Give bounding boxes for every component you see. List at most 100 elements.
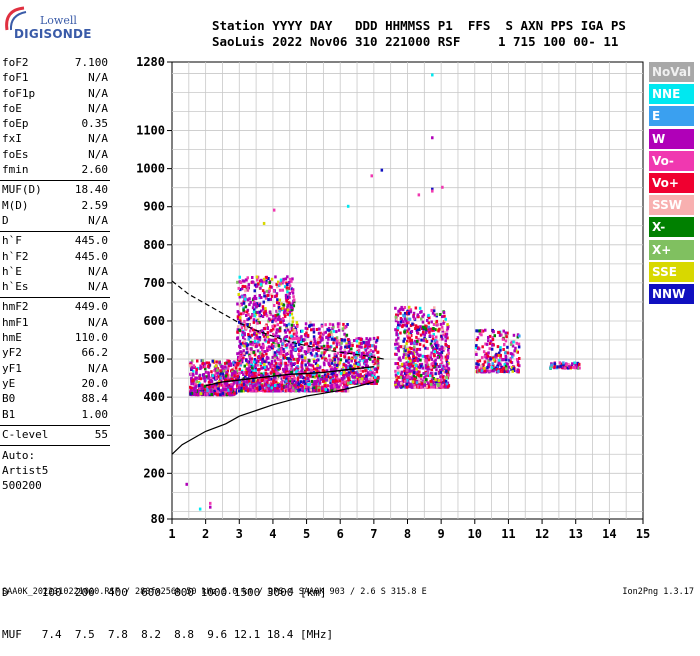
y-tick-label: 200 bbox=[143, 466, 165, 480]
echo-point bbox=[303, 356, 307, 360]
echo-point bbox=[438, 365, 441, 368]
echo-point bbox=[230, 373, 234, 377]
echo-point bbox=[289, 387, 292, 390]
echo-point bbox=[570, 364, 574, 367]
echo-point bbox=[225, 371, 228, 375]
echo-point bbox=[488, 347, 491, 351]
echo-point bbox=[242, 351, 246, 355]
echo-point bbox=[256, 378, 260, 382]
echo-point bbox=[328, 331, 331, 335]
echo-point bbox=[409, 310, 413, 314]
echo-point bbox=[504, 364, 508, 368]
echo-point bbox=[443, 319, 447, 323]
echo-point bbox=[207, 364, 210, 368]
echo-point bbox=[398, 345, 401, 349]
echo-point bbox=[236, 328, 240, 332]
echo-point bbox=[258, 381, 261, 385]
echo-point bbox=[436, 323, 439, 327]
echo-point bbox=[300, 365, 303, 369]
echo-point bbox=[318, 340, 322, 344]
echo-point bbox=[287, 388, 290, 392]
echo-point bbox=[247, 333, 250, 336]
echo-point bbox=[360, 341, 364, 345]
echo-point bbox=[216, 368, 219, 372]
echo-point bbox=[338, 379, 341, 383]
echo-point bbox=[269, 293, 273, 297]
echo-point bbox=[236, 317, 240, 321]
x-tick-label: 15 bbox=[636, 527, 650, 541]
echo-point bbox=[274, 338, 278, 341]
echo-point bbox=[336, 322, 340, 326]
echo-point bbox=[273, 389, 277, 393]
echo-point bbox=[502, 366, 506, 370]
echo-point bbox=[488, 365, 492, 369]
x-tick-label: 14 bbox=[602, 527, 616, 541]
echo-point bbox=[292, 304, 296, 308]
echo-point bbox=[443, 347, 446, 350]
echo-point bbox=[279, 362, 283, 366]
param-row-b0: B0 88.4 bbox=[0, 392, 112, 407]
echo-point bbox=[430, 371, 433, 375]
echo-point bbox=[314, 382, 317, 386]
echo-point bbox=[409, 383, 412, 387]
echo-point bbox=[331, 375, 335, 379]
echo-point bbox=[418, 366, 422, 370]
echo-point bbox=[262, 344, 265, 348]
echo-point bbox=[325, 375, 328, 379]
echo-point bbox=[262, 300, 265, 304]
echo-point bbox=[503, 343, 506, 347]
echo-point bbox=[395, 331, 398, 335]
echo-point bbox=[273, 359, 277, 363]
echo-point bbox=[402, 353, 406, 357]
echo-point bbox=[578, 366, 581, 370]
echo-point bbox=[376, 366, 380, 370]
echo-point bbox=[441, 375, 445, 379]
echo-point bbox=[354, 359, 357, 363]
echo-point bbox=[276, 317, 280, 321]
echo-point bbox=[213, 376, 216, 380]
echo-point bbox=[256, 318, 260, 322]
echo-point bbox=[356, 370, 359, 374]
echo-point bbox=[290, 370, 293, 374]
isolated-echo-point bbox=[198, 507, 202, 511]
echo-point bbox=[414, 356, 418, 360]
echo-point bbox=[349, 381, 353, 385]
echo-point bbox=[257, 371, 261, 375]
echo-point bbox=[254, 361, 258, 364]
echo-point bbox=[506, 362, 509, 366]
echo-point bbox=[428, 334, 432, 338]
echo-point bbox=[280, 389, 283, 393]
echo-point bbox=[276, 309, 280, 313]
echo-point bbox=[258, 378, 262, 382]
echo-point bbox=[294, 333, 298, 337]
echo-point bbox=[362, 351, 365, 355]
echo-point bbox=[203, 384, 207, 388]
echo-point bbox=[236, 330, 239, 334]
echo-point bbox=[293, 362, 296, 366]
echo-point bbox=[273, 353, 276, 357]
echo-point bbox=[518, 334, 521, 338]
echo-point bbox=[362, 377, 366, 380]
echo-point bbox=[279, 384, 282, 388]
echo-point bbox=[439, 313, 442, 316]
echo-point bbox=[371, 381, 374, 385]
echo-point bbox=[347, 345, 350, 349]
echo-point bbox=[234, 373, 238, 377]
echo-point bbox=[375, 370, 379, 374]
echo-point bbox=[323, 369, 326, 373]
echo-point bbox=[277, 306, 281, 310]
echo-point bbox=[315, 328, 319, 331]
echo-point bbox=[478, 329, 481, 333]
echo-point bbox=[353, 354, 356, 358]
echo-point bbox=[496, 363, 500, 367]
echo-point bbox=[436, 356, 439, 359]
echo-point bbox=[331, 327, 334, 331]
echo-point bbox=[421, 315, 424, 319]
echo-point bbox=[413, 316, 416, 320]
echo-point bbox=[310, 323, 313, 327]
echo-point bbox=[343, 332, 346, 336]
echo-point bbox=[417, 327, 421, 331]
echo-point bbox=[248, 369, 252, 372]
echo-point bbox=[417, 315, 420, 319]
echo-point bbox=[253, 294, 257, 298]
